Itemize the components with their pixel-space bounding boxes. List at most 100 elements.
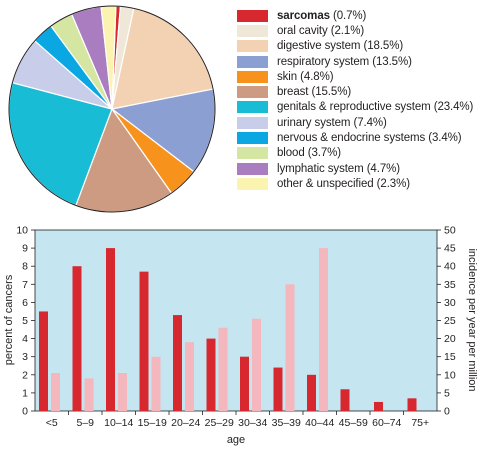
legend-item: lymphatic system (4.7%) [237, 161, 483, 176]
bar-incidence-3 [151, 356, 161, 411]
right-tick-label: 50 [444, 225, 456, 237]
legend-swatch [237, 162, 268, 175]
left-axis: 0 1 2 3 4 5 6 7 8 9 10 [16, 225, 35, 418]
bar-incidence-7 [285, 284, 295, 411]
bar-percent-1 [72, 266, 82, 411]
legend-item: sarcomas (0.7%) [237, 8, 483, 23]
legend-label: lymphatic system [277, 162, 364, 175]
left-tick-label: 3 [22, 351, 28, 363]
pie-legend: sarcomas (0.7%) oral cavity (2.1%) digesti… [237, 8, 483, 192]
legend-item: urinary system (7.4%) [237, 115, 483, 130]
bar-percent-6 [240, 356, 249, 411]
plot-area [34, 229, 438, 412]
legend-label: nervous & endocrine systems [277, 132, 426, 145]
legend-swatch [237, 116, 268, 129]
legend-label: oral cavity [277, 24, 328, 37]
legend-swatch [237, 147, 268, 160]
legend-value: (15.5%) [311, 86, 352, 99]
bar-incidence-5 [218, 327, 228, 411]
bar-percent-11 [407, 398, 417, 411]
x-axis: <5 5–9 10–14 15–19 20–24 25–29 30–34 35–39 40–44… [46, 411, 429, 429]
legend-swatch [237, 70, 268, 83]
x-tick-label: <5 [46, 417, 58, 429]
legend-value: (4.7%) [366, 162, 400, 175]
legend-label: respiratory system [277, 55, 370, 68]
legend-label: genitals & reproductive system [277, 101, 431, 114]
legend-swatch [237, 9, 268, 22]
left-tick-label: 5 [22, 315, 28, 327]
bar-percent-9 [340, 389, 350, 411]
bar-incidence-0 [51, 372, 60, 411]
legend-swatch [237, 177, 268, 190]
right-tick-label: 30 [444, 297, 456, 309]
legend-label: sarcomas [277, 9, 330, 22]
legend-item: nervous & endocrine systems (3.4%) [237, 130, 483, 145]
right-axis: 0 5 10 15 20 25 30 35 40 45 50 [437, 225, 456, 418]
x-tick-label: 30–34 [238, 417, 267, 429]
left-tick-label: 4 [22, 333, 28, 345]
legend-value: (2.3%) [376, 177, 410, 190]
legend-value: (0.7%) [333, 9, 367, 22]
pie-outline [8, 5, 216, 213]
left-tick-label: 9 [22, 243, 28, 255]
bar-incidence-4 [185, 342, 194, 411]
x-tick-label: 15–19 [138, 417, 167, 429]
legend-label: breast [277, 86, 309, 99]
legend-value: (23.4%) [433, 101, 474, 114]
legend-swatch [237, 55, 268, 68]
right-tick-label: 20 [444, 333, 456, 345]
legend-label: skin [277, 70, 298, 83]
legend-label: blood [277, 147, 305, 160]
left-tick-label: 7 [22, 279, 28, 291]
bar-percent-8 [307, 374, 316, 411]
y-axis-label: percent of cancers [3, 274, 15, 365]
x-tick-label: 25–29 [205, 417, 234, 429]
right-tick-label: 45 [444, 243, 456, 255]
legend-value: (3.4%) [428, 132, 462, 145]
legend-swatch [237, 132, 268, 145]
legend-item: skin (4.8%) [237, 69, 483, 84]
bar-percent-2 [106, 248, 115, 411]
bar-percent-4 [173, 315, 182, 411]
legend-value: (18.5%) [363, 40, 404, 53]
bar-incidence-6 [252, 318, 261, 411]
legend-value: (7.4%) [353, 116, 387, 129]
bar-percent-7 [273, 367, 283, 411]
bar-incidence-8 [319, 248, 328, 411]
legend-swatch [237, 40, 268, 53]
bar-series [39, 248, 417, 411]
bar-incidence-1 [84, 378, 94, 411]
left-tick-label: 8 [22, 261, 28, 273]
legend-value: (4.8%) [300, 70, 334, 83]
x-tick-label: 40–44 [305, 417, 334, 429]
legend-swatch [237, 101, 268, 114]
x-tick-label: 35–39 [272, 417, 301, 429]
legend-item: blood (3.7%) [237, 146, 483, 161]
legend-label: digestive system [277, 40, 361, 53]
bar-incidence-2 [118, 372, 127, 411]
right-tick-label: 5 [444, 387, 450, 399]
legend-swatch [237, 86, 268, 99]
legend-item: other & unspecified (2.3%) [237, 176, 483, 191]
right-tick-label: 0 [444, 406, 450, 418]
x-tick-label: 10–14 [104, 417, 133, 429]
left-tick-label: 6 [22, 297, 28, 309]
x-tick-label: 5–9 [76, 417, 94, 429]
right-tick-label: 35 [444, 279, 456, 291]
legend-value: (13.5%) [372, 55, 412, 68]
legend-label: other & unspecified [277, 177, 374, 190]
legend-value: (2.1%) [330, 24, 365, 37]
x-tick-label: 60–74 [372, 417, 401, 429]
legend-item: genitals & reproductive system (23.4%) [237, 100, 483, 115]
bar-percent-10 [374, 401, 383, 411]
left-tick-label: 0 [22, 406, 28, 418]
legend-label: urinary system [277, 116, 351, 129]
x-tick-label: 45–59 [339, 417, 368, 429]
legend-item: oral cavity (2.1%) [237, 23, 483, 38]
left-tick-label: 2 [22, 369, 28, 381]
right-tick-label: 10 [444, 369, 456, 381]
legend-item: breast (15.5%) [237, 84, 483, 99]
x-axis-label: age [227, 434, 245, 446]
legend-swatch [237, 24, 268, 37]
